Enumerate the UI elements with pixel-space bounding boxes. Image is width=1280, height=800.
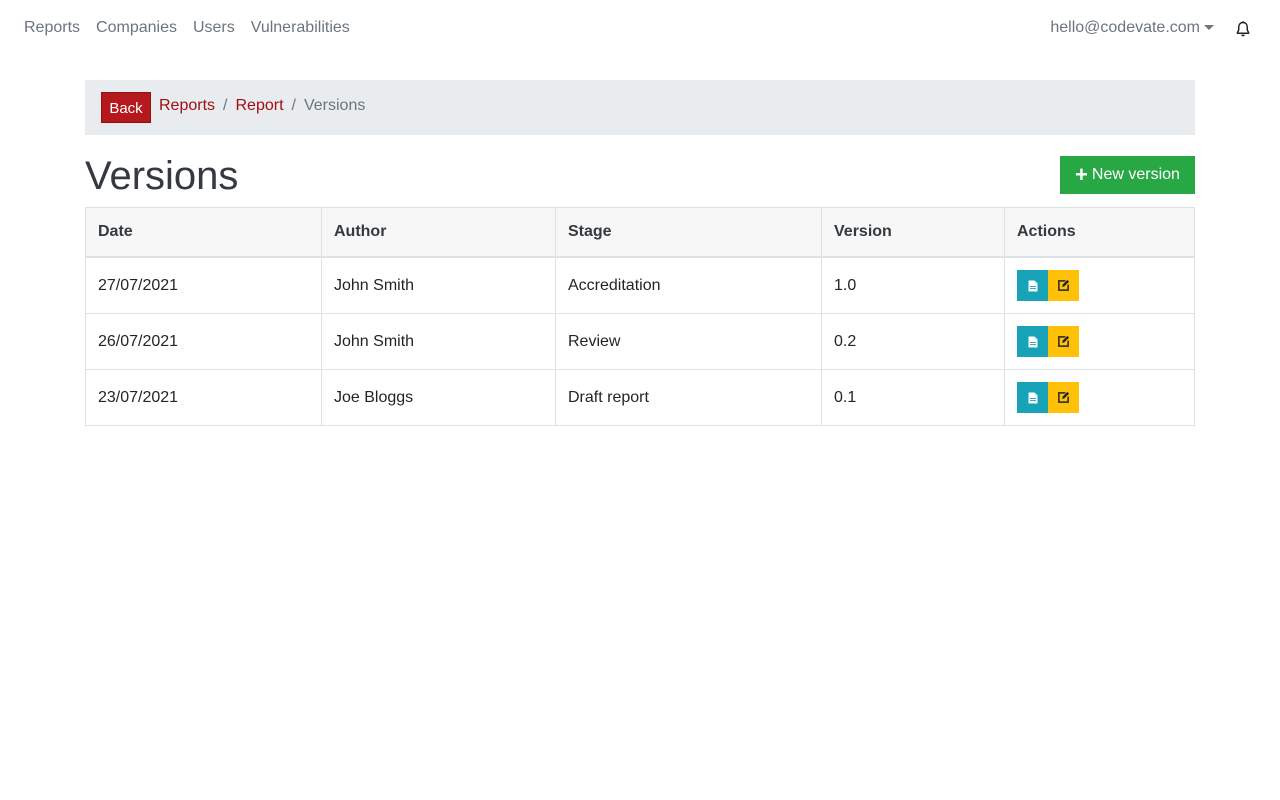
cell-actions (1004, 256, 1195, 314)
document-icon (1028, 392, 1037, 403)
breadcrumb-separator: / (291, 97, 296, 114)
view-button[interactable] (1017, 270, 1048, 301)
plus-icon: + (1075, 162, 1088, 187)
table-row: 27/07/2021 John Smith Accreditation 1.0 (85, 256, 1195, 314)
top-navbar: Reports Companies Users Vulnerabilities … (0, 0, 1280, 56)
column-header-version: Version (821, 207, 1005, 258)
back-button[interactable]: Back (101, 92, 151, 123)
cell-version: 0.1 (821, 369, 1005, 426)
user-email: hello@codevate.com (1050, 19, 1200, 36)
cell-version: 1.0 (821, 256, 1005, 314)
row-actions (1017, 270, 1182, 301)
cell-actions (1004, 313, 1195, 370)
column-header-actions: Actions (1004, 207, 1195, 258)
row-actions (1017, 326, 1182, 357)
new-version-button[interactable]: + New version (1060, 156, 1195, 194)
document-icon (1028, 336, 1037, 347)
cell-author: John Smith (321, 256, 556, 314)
nav-link-reports[interactable]: Reports (24, 19, 81, 36)
edit-button[interactable] (1048, 270, 1079, 301)
column-header-date: Date (85, 207, 322, 258)
column-header-author: Author (321, 207, 556, 258)
breadcrumb: Reports / Report / Versions (159, 96, 365, 116)
edit-icon (1058, 279, 1070, 291)
versions-table: Date Author Stage Version Actions 27/07/… (85, 207, 1195, 426)
view-button[interactable] (1017, 382, 1048, 413)
table-row: 23/07/2021 Joe Bloggs Draft report 0.1 (85, 369, 1195, 426)
breadcrumb-bar: Back Reports / Report / Versions (85, 80, 1195, 135)
edit-button[interactable] (1048, 382, 1079, 413)
cell-stage: Review (555, 313, 822, 370)
breadcrumb-link-reports[interactable]: Reports (159, 97, 216, 114)
bell-icon[interactable] (1234, 20, 1252, 38)
user-menu-dropdown[interactable]: hello@codevate.com (1050, 18, 1214, 38)
nav-link-users[interactable]: Users (192, 19, 235, 36)
caret-down-icon (1204, 24, 1214, 30)
breadcrumb-separator: / (223, 97, 228, 114)
cell-date: 26/07/2021 (85, 313, 322, 370)
document-icon (1028, 280, 1037, 291)
edit-icon (1058, 335, 1070, 347)
cell-version: 0.2 (821, 313, 1005, 370)
row-actions (1017, 382, 1182, 413)
cell-date: 23/07/2021 (85, 369, 322, 426)
cell-stage: Draft report (555, 369, 822, 426)
cell-author: Joe Bloggs (321, 369, 556, 426)
cell-actions (1004, 369, 1195, 426)
page-title: Versions (85, 154, 239, 198)
table-row: 26/07/2021 John Smith Review 0.2 (85, 313, 1195, 370)
table-header-row: Date Author Stage Version Actions (85, 207, 1195, 258)
nav-links: Reports Companies Users Vulnerabilities (24, 18, 366, 38)
cell-stage: Accreditation (555, 256, 822, 314)
breadcrumb-link-report[interactable]: Report (235, 97, 284, 114)
edit-button[interactable] (1048, 326, 1079, 357)
nav-link-companies[interactable]: Companies (96, 19, 177, 36)
cell-date: 27/07/2021 (85, 256, 322, 314)
edit-icon (1058, 391, 1070, 403)
new-version-label: New version (1091, 166, 1180, 183)
breadcrumb-current: Versions (303, 97, 366, 114)
cell-author: John Smith (321, 313, 556, 370)
view-button[interactable] (1017, 326, 1048, 357)
nav-link-vulnerabilities[interactable]: Vulnerabilities (250, 19, 350, 36)
column-header-stage: Stage (555, 207, 822, 258)
